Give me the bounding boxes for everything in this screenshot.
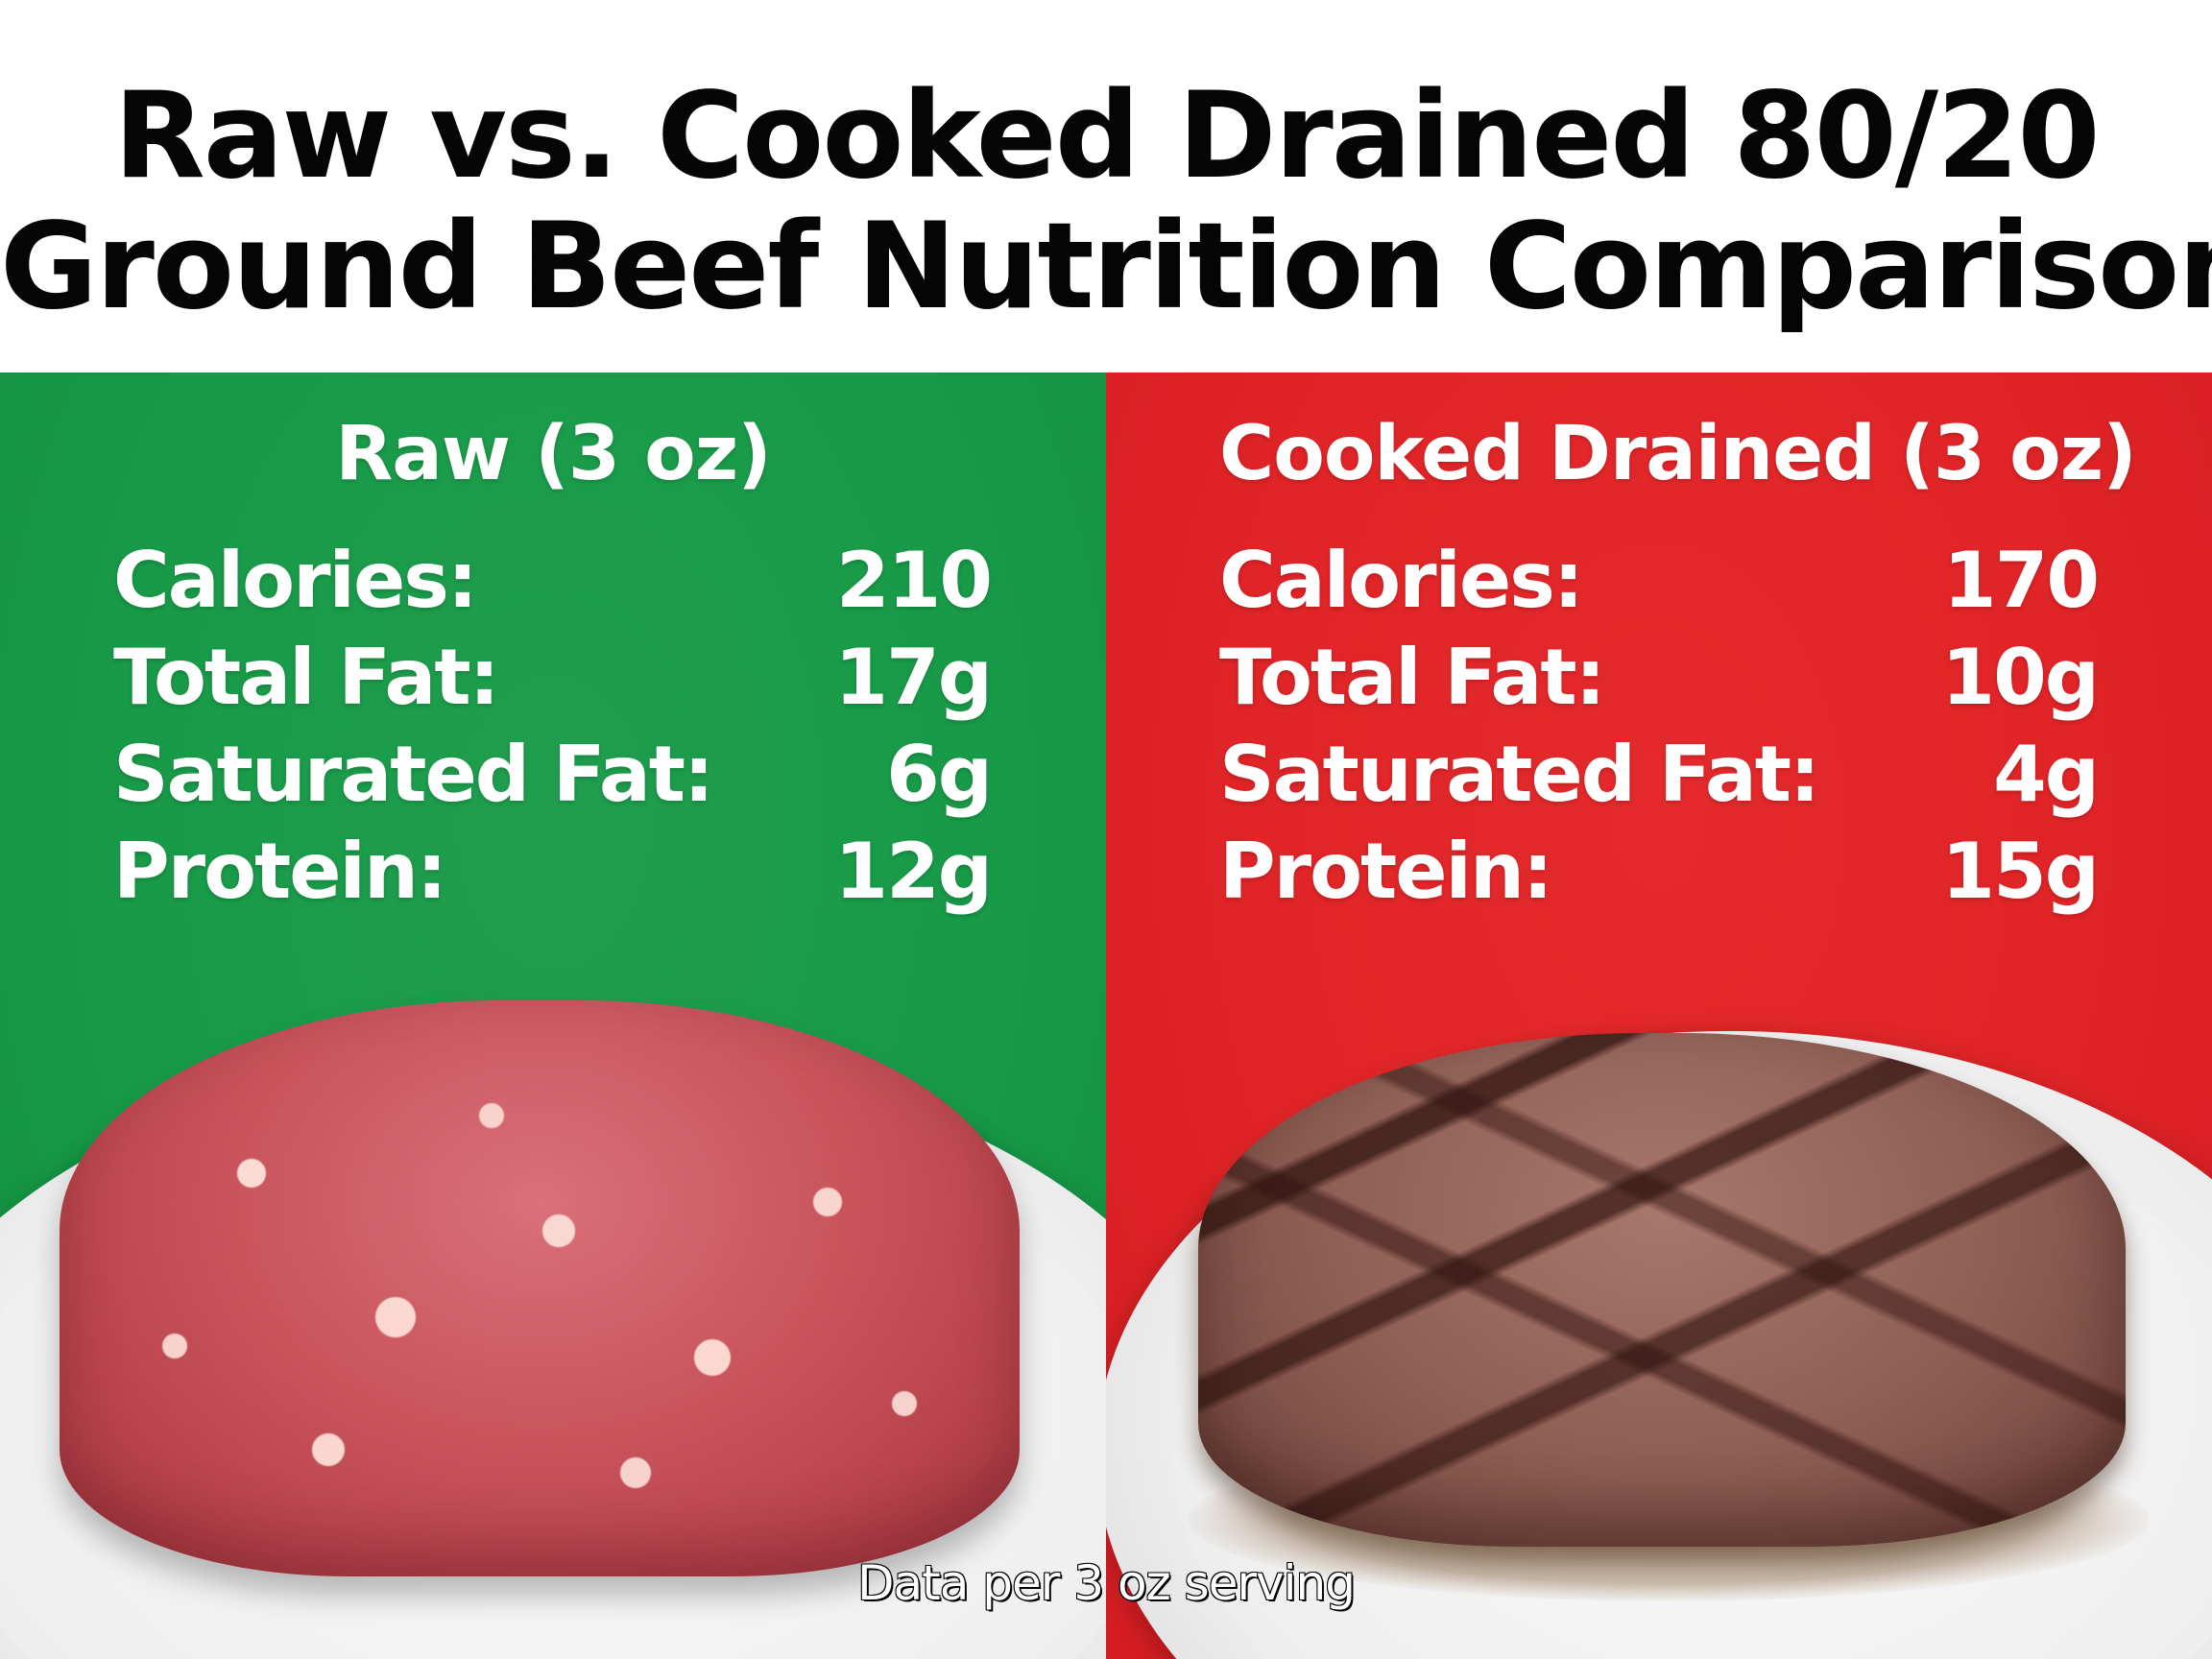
cooked-row-saturated-fat: Saturated Fat: 4g xyxy=(1219,726,2100,823)
serving-caption: Data per 3 oz serving xyxy=(856,1555,1357,1611)
stat-label: Calories: xyxy=(1219,536,1584,625)
stat-value: 12g xyxy=(834,827,993,916)
raw-nutrition-list: Calories: 210 Total Fat: 17g Saturated F… xyxy=(113,532,993,920)
raw-panel-heading: Raw (3 oz) xyxy=(335,411,772,497)
stat-label: Saturated Fat: xyxy=(1219,730,1820,819)
stat-value: 210 xyxy=(836,536,993,625)
cooked-row-calories: Calories: 170 xyxy=(1219,532,2100,629)
cooked-row-total-fat: Total Fat: 10g xyxy=(1219,629,2100,726)
stat-value: 6g xyxy=(886,730,993,819)
title-line-1: Raw vs. Cooked Drained 80/20 xyxy=(113,67,2100,205)
stat-label: Total Fat: xyxy=(1219,633,1606,722)
stat-label: Protein: xyxy=(113,827,447,916)
stat-label: Total Fat: xyxy=(113,633,500,722)
cooked-nutrition-list: Calories: 170 Total Fat: 10g Saturated F… xyxy=(1219,532,2100,920)
raw-row-saturated-fat: Saturated Fat: 6g xyxy=(113,726,993,823)
cooked-panel-heading: Cooked Drained (3 oz) xyxy=(1219,411,2137,497)
stat-value: 170 xyxy=(1943,536,2100,625)
cooked-panel: Cooked Drained (3 oz) Calories: 170 Tota… xyxy=(1106,373,2212,1659)
raw-panel: Raw (3 oz) Calories: 210 Total Fat: 17g … xyxy=(0,373,1106,1659)
stat-value: 17g xyxy=(834,633,993,722)
stat-value: 15g xyxy=(1941,827,2100,916)
stat-label: Calories: xyxy=(113,536,478,625)
stat-value: 4g xyxy=(1993,730,2100,819)
stat-label: Saturated Fat: xyxy=(113,730,714,819)
title-banner: Raw vs. Cooked Drained 80/20 Ground Beef… xyxy=(0,0,2212,373)
stat-value: 10g xyxy=(1941,633,2100,722)
stat-label: Protein: xyxy=(1219,827,1553,916)
raw-row-calories: Calories: 210 xyxy=(113,532,993,629)
raw-ground-beef-image xyxy=(60,1000,1020,1576)
raw-row-protein: Protein: 12g xyxy=(113,823,993,920)
raw-row-total-fat: Total Fat: 17g xyxy=(113,629,993,726)
title-line-2: Ground Beef Nutrition Comparison xyxy=(0,198,2212,336)
cooked-row-protein: Protein: 15g xyxy=(1219,823,2100,920)
grilled-patty-image xyxy=(1198,1033,2126,1547)
